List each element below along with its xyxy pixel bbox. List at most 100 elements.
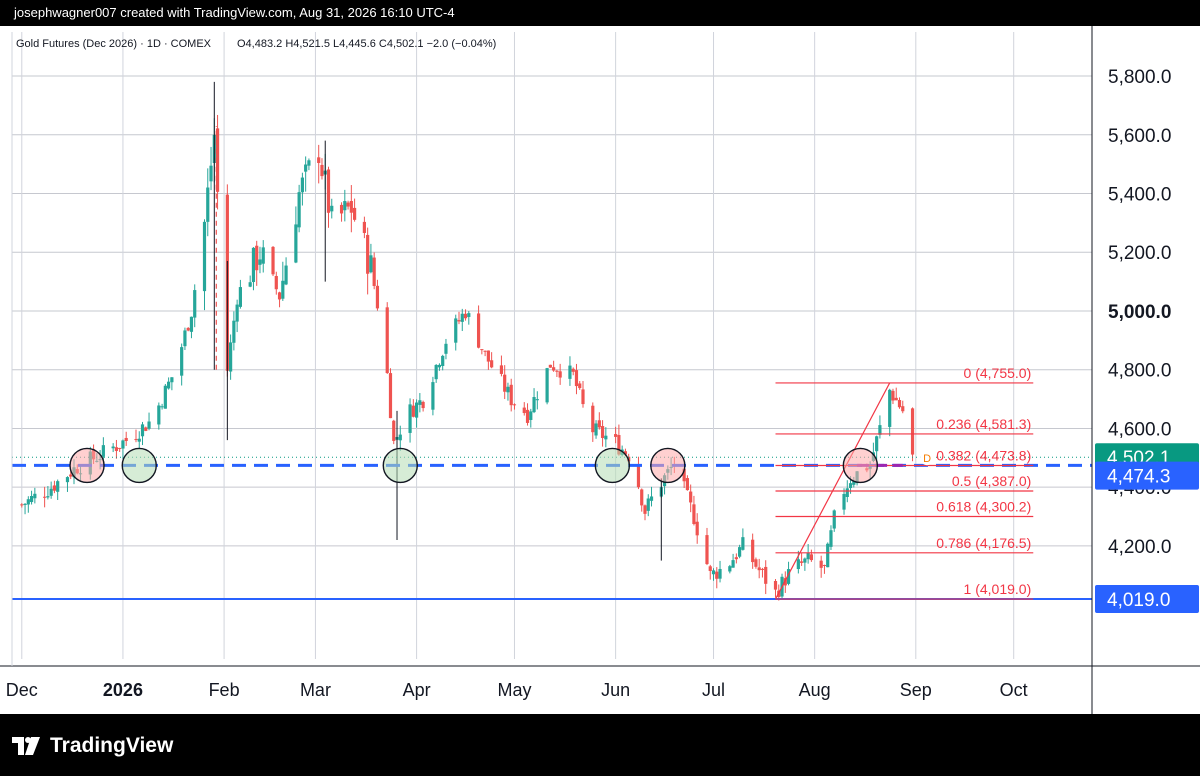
y-tick-label: 4,600.0 [1108, 419, 1171, 440]
candle-up [29, 496, 34, 503]
x-tick-label: May [497, 680, 531, 700]
candle-up [875, 436, 879, 452]
candle-down [457, 320, 461, 322]
fib-level-label: 1 (4,019.0) [964, 581, 1032, 597]
candle-up [741, 537, 745, 550]
fib-level-label: 0.382 (4,473.8) [936, 447, 1031, 463]
dashed-level-badge [1095, 461, 1199, 490]
candle-up [238, 287, 242, 307]
fib-level-label: 0.236 (4,581.3) [936, 416, 1031, 432]
price-chart[interactable]: 0 (4,755.0) 0.236 (4,581.3) 0.382 (4,473.8… [0, 26, 1200, 714]
candle-down [617, 435, 621, 455]
tradingview-logo-icon [12, 737, 40, 755]
candle-down [349, 200, 353, 213]
candle-up [434, 364, 438, 380]
candle-up [437, 364, 442, 368]
candle-up [170, 377, 174, 383]
candle-down [411, 405, 415, 417]
candle-up [180, 347, 184, 376]
x-tick-label: Apr [403, 680, 431, 700]
candle-up [529, 411, 533, 420]
candle-down [463, 313, 468, 319]
footer: TradingView [0, 714, 1200, 776]
candle-down [640, 489, 644, 506]
candle-up [786, 569, 791, 584]
y-tick-label: 5,800.0 [1108, 67, 1171, 88]
resistance-circle [842, 447, 879, 484]
candle-up [251, 247, 256, 283]
candle-up [718, 568, 722, 579]
candle-up [711, 570, 716, 575]
candle-up [202, 221, 207, 292]
candle-down [366, 234, 370, 274]
candle-up [160, 406, 164, 408]
candle-down [486, 350, 490, 362]
tradingview-logo[interactable]: TradingView [12, 734, 173, 758]
candle-down [144, 427, 148, 431]
ohlc-legend: O4,483.2 H4,521.5 L4,445.6 C4,502.1 −2.0… [237, 38, 496, 50]
axes: 4,200.04,400.04,600.04,800.05,000.05,200… [0, 26, 1200, 714]
grid-lines [12, 32, 1092, 659]
fib-level-label: 0.5 (4,387.0) [952, 473, 1031, 489]
candle-down [522, 407, 526, 414]
candle-down [715, 571, 719, 579]
candle-down [800, 561, 804, 563]
support-circle [594, 447, 631, 484]
x-tick-label: 2026 [103, 680, 143, 700]
fib-trendline [774, 382, 891, 600]
y-tick-label: 5,400.0 [1108, 185, 1171, 206]
candle-down [751, 539, 755, 563]
support-badge [1095, 585, 1199, 614]
fib-level-label: 0.618 (4,300.2) [936, 498, 1031, 514]
candle-down [692, 504, 696, 524]
candle-up [803, 558, 807, 563]
candle-up [258, 259, 262, 265]
candle-up [101, 445, 105, 457]
candle-down [274, 275, 278, 290]
fib-level-label: 0.786 (4,176.5) [936, 535, 1031, 551]
candle-down [760, 568, 765, 570]
candle-up [738, 547, 742, 557]
candle-down [682, 468, 686, 482]
candle-up [137, 438, 141, 442]
candle-up [307, 160, 311, 166]
candle-up [330, 205, 334, 212]
candle-down [118, 447, 122, 449]
candle-down [480, 349, 484, 351]
candle-down [490, 360, 494, 368]
candle-up [111, 446, 115, 449]
y-tick-label: 5,200.0 [1108, 243, 1171, 264]
candle-down [708, 566, 712, 571]
x-tick-label: Jul [702, 680, 725, 700]
candle-down [894, 397, 898, 401]
candle-up [444, 343, 448, 354]
symbol-legend[interactable]: Gold Futures (Dec 2026) · 1D · COMEX [16, 38, 212, 50]
candle-down [362, 221, 366, 233]
candle-down [186, 327, 190, 331]
candle-down [571, 368, 575, 372]
candle-up [535, 399, 539, 401]
candle-down [773, 580, 778, 590]
brand-name: TradingView [50, 734, 174, 757]
candle-up [304, 164, 308, 172]
candle-up [545, 368, 549, 403]
candle-down [757, 567, 761, 571]
candle-up [845, 488, 849, 497]
candle-up [454, 318, 458, 343]
candle-up [232, 320, 236, 343]
candle-up [121, 440, 125, 449]
candle-up [506, 386, 510, 393]
candle-down [320, 164, 324, 177]
candle-down [255, 245, 259, 271]
support-circle [121, 447, 157, 484]
candle-down [597, 420, 601, 428]
candle-up [189, 316, 194, 332]
candle-down [509, 384, 513, 406]
candle-up [646, 498, 650, 511]
candle-up [649, 496, 654, 501]
candle-down [512, 404, 517, 406]
candle-down [600, 426, 605, 439]
candle-down [339, 204, 344, 214]
candle-down [891, 390, 895, 401]
resistance-circle [69, 447, 105, 484]
